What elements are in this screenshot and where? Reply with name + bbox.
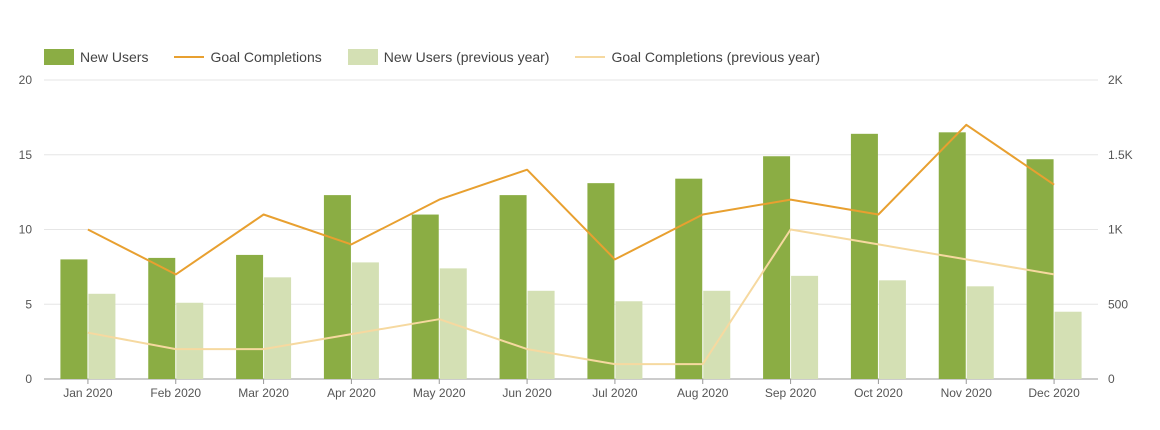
x-tick-label: Jun 2020	[502, 386, 552, 400]
bar-new-users-prev	[176, 302, 204, 379]
bar-new-users	[1026, 159, 1054, 379]
x-tick-label: Nov 2020	[941, 386, 993, 400]
bar-new-users	[411, 214, 439, 379]
bar-new-users-prev	[351, 262, 379, 379]
x-tick-label: Sep 2020	[765, 386, 817, 400]
y-right-tick-label: 1K	[1108, 223, 1123, 237]
y-left-tick-label: 5	[25, 297, 32, 311]
bar-new-users-prev	[264, 277, 292, 379]
y-left-tick-label: 20	[19, 73, 33, 87]
legend-label-goal-completions: Goal Completions	[210, 49, 322, 65]
bar-new-users	[675, 178, 703, 379]
x-tick-label: Apr 2020	[327, 386, 376, 400]
y-right-tick-label: 0	[1108, 372, 1115, 386]
bar-new-users	[763, 156, 791, 379]
bar-new-users	[850, 133, 878, 379]
legend-item-goal-completions-prev[interactable]: Goal Completions (previous year)	[575, 49, 820, 65]
x-tick-label: Jan 2020	[63, 386, 113, 400]
line-goal-completions	[87, 123, 1055, 276]
legend-swatch-goal-completions-prev	[575, 56, 606, 58]
x-tick-label: May 2020	[413, 386, 466, 400]
legend-label-goal-completions-prev: Goal Completions (previous year)	[611, 49, 820, 65]
y-left-tick-label: 15	[19, 148, 33, 162]
bar-new-users	[60, 259, 88, 379]
bar-new-users	[499, 195, 527, 379]
x-tick-label: Feb 2020	[150, 386, 201, 400]
x-tick-label: Dec 2020	[1028, 386, 1080, 400]
line-goal-completions-prev	[87, 228, 1055, 366]
x-tick-label: Oct 2020	[854, 386, 903, 400]
x-tick-label: Aug 2020	[677, 386, 729, 400]
bar-new-users-prev	[527, 290, 555, 379]
x-tick-label: Jul 2020	[592, 386, 638, 400]
legend-item-new-users[interactable]: New Users	[44, 49, 148, 65]
legend-swatch-new-users	[44, 49, 74, 65]
legend-swatch-new-users-prev	[347, 49, 378, 65]
chart-legend: New Users Goal Completions New Users (pr…	[44, 46, 846, 68]
bar-new-users	[236, 254, 264, 379]
y-left-tick-label: 0	[25, 372, 32, 386]
y-right-tick-label: 500	[1108, 297, 1128, 311]
bar-new-users	[587, 183, 615, 379]
legend-label-new-users-prev: New Users (previous year)	[383, 49, 550, 65]
y-right-tick-label: 2K	[1108, 73, 1123, 87]
y-right-tick-label: 1.5K	[1108, 148, 1133, 162]
bar-new-users-prev	[791, 275, 819, 379]
y-left-tick-label: 10	[19, 223, 33, 237]
bar-new-users-prev	[615, 301, 643, 379]
bar-new-users-prev	[966, 286, 994, 379]
legend-item-goal-completions[interactable]: Goal Completions	[174, 49, 322, 65]
bar-new-users-prev	[703, 290, 731, 379]
legend-swatch-goal-completions	[174, 56, 205, 58]
legend-label-new-users: New Users	[80, 49, 149, 65]
legend-item-new-users-prev[interactable]: New Users (previous year)	[347, 49, 550, 65]
bar-new-users	[148, 257, 176, 379]
bar-new-users-prev	[878, 280, 906, 379]
bar-new-users	[323, 195, 351, 379]
x-tick-label: Mar 2020	[238, 386, 289, 400]
bar-new-users-prev	[1054, 311, 1082, 379]
